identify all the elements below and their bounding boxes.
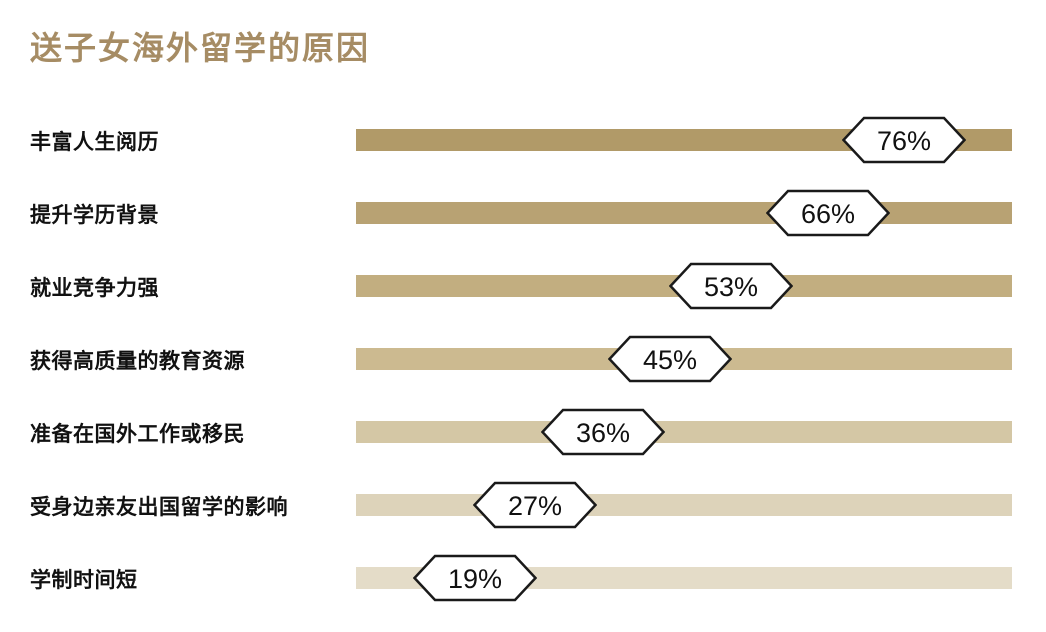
value-badge: 36% (541, 408, 665, 456)
chart-row: 获得高质量的教育资源 45% (30, 323, 1016, 396)
chart-title: 送子女海外留学的原因 (30, 30, 371, 66)
value-label: 76% (877, 126, 931, 156)
value-label: 36% (576, 418, 630, 448)
hexagon-icon: 76% (842, 116, 966, 164)
value-label: 45% (643, 345, 697, 375)
hexagon-icon: 19% (413, 554, 537, 602)
bar-track: 45% (356, 323, 1012, 396)
value-badge: 45% (608, 335, 732, 383)
hexagon-icon: 53% (669, 262, 793, 310)
chart-row: 准备在国外工作或移民 36% (30, 396, 1016, 469)
value-label: 66% (801, 199, 855, 229)
value-badge: 19% (413, 554, 537, 602)
bar-track: 66% (356, 177, 1012, 250)
value-badge: 66% (766, 189, 890, 237)
bar-track: 36% (356, 396, 1012, 469)
bar-track: 53% (356, 250, 1012, 323)
category-label: 受身边亲友出国留学的影响 (30, 495, 288, 519)
bar-track: 27% (356, 469, 1012, 542)
bar (356, 202, 1012, 224)
value-badge: 27% (473, 481, 597, 529)
chart-row: 提升学历背景 66% (30, 177, 1016, 250)
category-label: 丰富人生阅历 (30, 130, 159, 154)
bar (356, 421, 1012, 443)
category-label: 学制时间短 (30, 568, 138, 592)
bar (356, 494, 1012, 516)
chart-row: 学制时间短 19% (30, 542, 1016, 615)
chart-row: 受身边亲友出国留学的影响 27% (30, 469, 1016, 542)
bar-chart: 丰富人生阅历 76% 提升学历背景 66% 就业竞争力强 (30, 104, 1016, 615)
bar-track: 76% (356, 104, 1012, 177)
value-badge: 53% (669, 262, 793, 310)
hexagon-icon: 66% (766, 189, 890, 237)
chart-row: 丰富人生阅历 76% (30, 104, 1016, 177)
hexagon-icon: 36% (541, 408, 665, 456)
category-label: 就业竞争力强 (30, 276, 159, 300)
bar-track: 19% (356, 542, 1012, 615)
value-badge: 76% (842, 116, 966, 164)
hexagon-icon: 45% (608, 335, 732, 383)
category-label: 准备在国外工作或移民 (30, 422, 245, 446)
chart-row: 就业竞争力强 53% (30, 250, 1016, 323)
category-label: 获得高质量的教育资源 (30, 349, 245, 373)
hexagon-icon: 27% (473, 481, 597, 529)
value-label: 53% (704, 272, 758, 302)
value-label: 27% (508, 491, 562, 521)
value-label: 19% (448, 564, 502, 594)
category-label: 提升学历背景 (30, 203, 159, 227)
